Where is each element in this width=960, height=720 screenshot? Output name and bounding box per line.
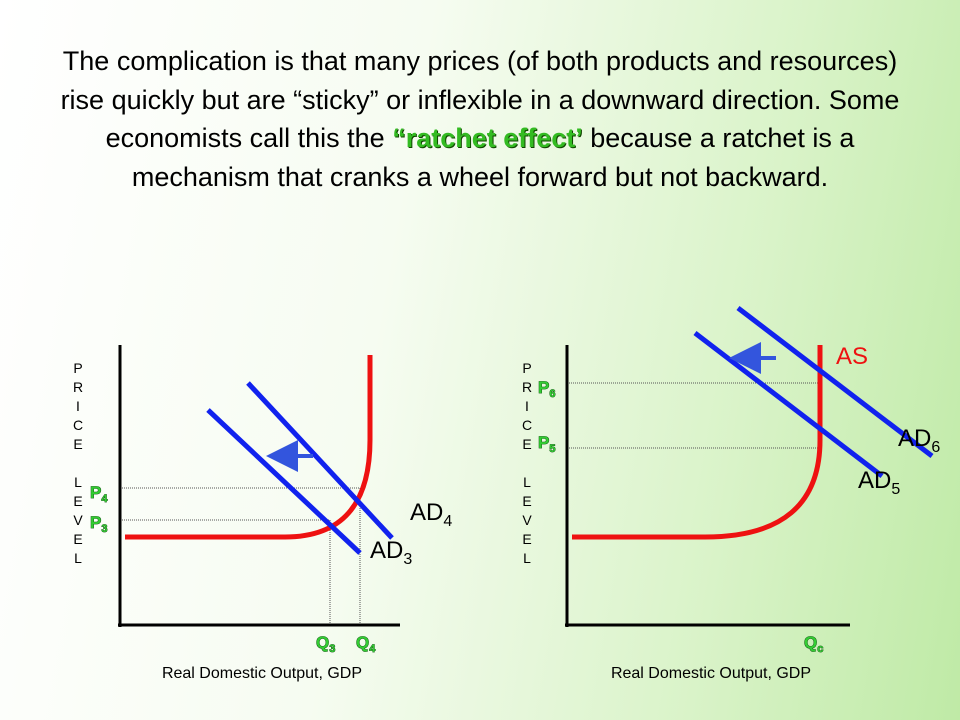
- label-sub: c: [817, 643, 823, 655]
- supply-curve: [125, 355, 373, 540]
- price-label: P3: [90, 513, 107, 535]
- curve-label: AD6: [898, 425, 940, 456]
- title-text: The complication is that many prices (of…: [60, 46, 900, 153]
- slide-title: The complication is that many prices (of…: [50, 42, 910, 196]
- label-sub: 4: [101, 493, 108, 505]
- curve-label: AD4: [410, 499, 452, 530]
- quantity-label: Q4: [356, 633, 376, 655]
- label-sub: 3: [403, 551, 412, 568]
- label-sub: 6: [931, 439, 940, 456]
- quantity-label: Qc: [804, 633, 823, 655]
- demand-curve: [736, 306, 934, 458]
- label-sub: 3: [101, 523, 107, 535]
- label-base: P: [538, 433, 549, 452]
- right-diagram: P6 P5 Qc AS AD6 AD5 Real Domestic Output…: [538, 306, 940, 682]
- label-sub: 3: [329, 643, 335, 655]
- price-label: P6: [538, 378, 555, 400]
- title-text: because a ratchet is a mechanism that cr…: [131, 123, 855, 192]
- x-axis-label: Real Domestic Output, GDP: [611, 665, 811, 682]
- curve-label: AD3: [370, 537, 412, 568]
- demand-curve: [246, 381, 394, 540]
- label-sub: 4: [369, 643, 376, 655]
- supply-curve: [572, 345, 823, 540]
- curve-label: AD5: [858, 467, 900, 498]
- label-sub: 5: [549, 443, 555, 455]
- label-base: AD: [410, 499, 443, 526]
- left-diagram: P4 P3 Q3 Q4 AD4 AD3 Real Domestic Output…: [90, 345, 452, 682]
- supply-label: AS: [836, 343, 868, 370]
- label-base: Q: [356, 633, 369, 652]
- x-axis-label: Real Domestic Output, GDP: [162, 665, 362, 682]
- label-sub: 5: [891, 481, 900, 498]
- title-emphasis: “ratchet effect’: [392, 123, 583, 153]
- label-sub: 6: [549, 388, 555, 400]
- label-base: AD: [898, 425, 931, 452]
- label-base: P: [90, 483, 101, 502]
- quantity-label: Q3: [316, 633, 335, 655]
- label-sub: 4: [443, 513, 452, 530]
- price-label: P4: [90, 483, 108, 505]
- label-base: AD: [370, 537, 403, 564]
- y-axis-label: PRICE LEVEL: [70, 360, 86, 569]
- price-label: P5: [538, 433, 555, 455]
- demand-curve: [693, 331, 884, 478]
- label-base: Q: [316, 633, 329, 652]
- label-base: Q: [804, 633, 817, 652]
- label-base: P: [538, 378, 549, 397]
- label-base: AD: [858, 467, 891, 494]
- label-base: P: [90, 513, 101, 532]
- y-axis-label: PRICE LEVEL: [519, 360, 535, 569]
- demand-curve: [206, 408, 362, 555]
